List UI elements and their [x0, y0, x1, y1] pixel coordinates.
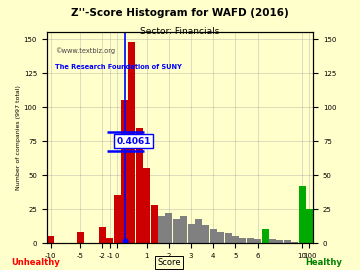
Bar: [306, 209, 313, 243]
Bar: [136, 127, 143, 243]
Bar: [195, 218, 202, 243]
Bar: [239, 238, 246, 243]
Bar: [143, 168, 150, 243]
Bar: [291, 242, 298, 243]
Text: Healthy: Healthy: [306, 258, 342, 267]
Bar: [121, 100, 128, 243]
Bar: [47, 236, 54, 243]
Bar: [202, 225, 209, 243]
Bar: [166, 213, 172, 243]
Bar: [254, 239, 261, 243]
Bar: [180, 216, 187, 243]
Bar: [99, 227, 106, 243]
Text: Sector: Financials: Sector: Financials: [140, 27, 220, 36]
Bar: [151, 205, 158, 243]
Bar: [77, 232, 84, 243]
Bar: [106, 238, 113, 243]
Bar: [276, 240, 283, 243]
Text: Unhealthy: Unhealthy: [12, 258, 60, 267]
Bar: [247, 238, 254, 243]
Text: Z''-Score Histogram for WAFD (2016): Z''-Score Histogram for WAFD (2016): [71, 8, 289, 18]
Bar: [129, 42, 135, 243]
Text: 0.4061: 0.4061: [117, 137, 151, 146]
Text: Score: Score: [157, 258, 181, 267]
Bar: [225, 234, 231, 243]
Bar: [284, 240, 291, 243]
Bar: [299, 186, 306, 243]
Text: The Research Foundation of SUNY: The Research Foundation of SUNY: [55, 64, 182, 70]
Bar: [269, 239, 276, 243]
Bar: [158, 216, 165, 243]
Y-axis label: Number of companies (997 total): Number of companies (997 total): [16, 85, 21, 190]
Bar: [262, 230, 269, 243]
Bar: [114, 195, 121, 243]
Text: ©www.textbiz.org: ©www.textbiz.org: [55, 47, 115, 54]
Bar: [210, 230, 217, 243]
Bar: [188, 224, 194, 243]
Bar: [232, 236, 239, 243]
Bar: [173, 218, 180, 243]
Bar: [217, 232, 224, 243]
